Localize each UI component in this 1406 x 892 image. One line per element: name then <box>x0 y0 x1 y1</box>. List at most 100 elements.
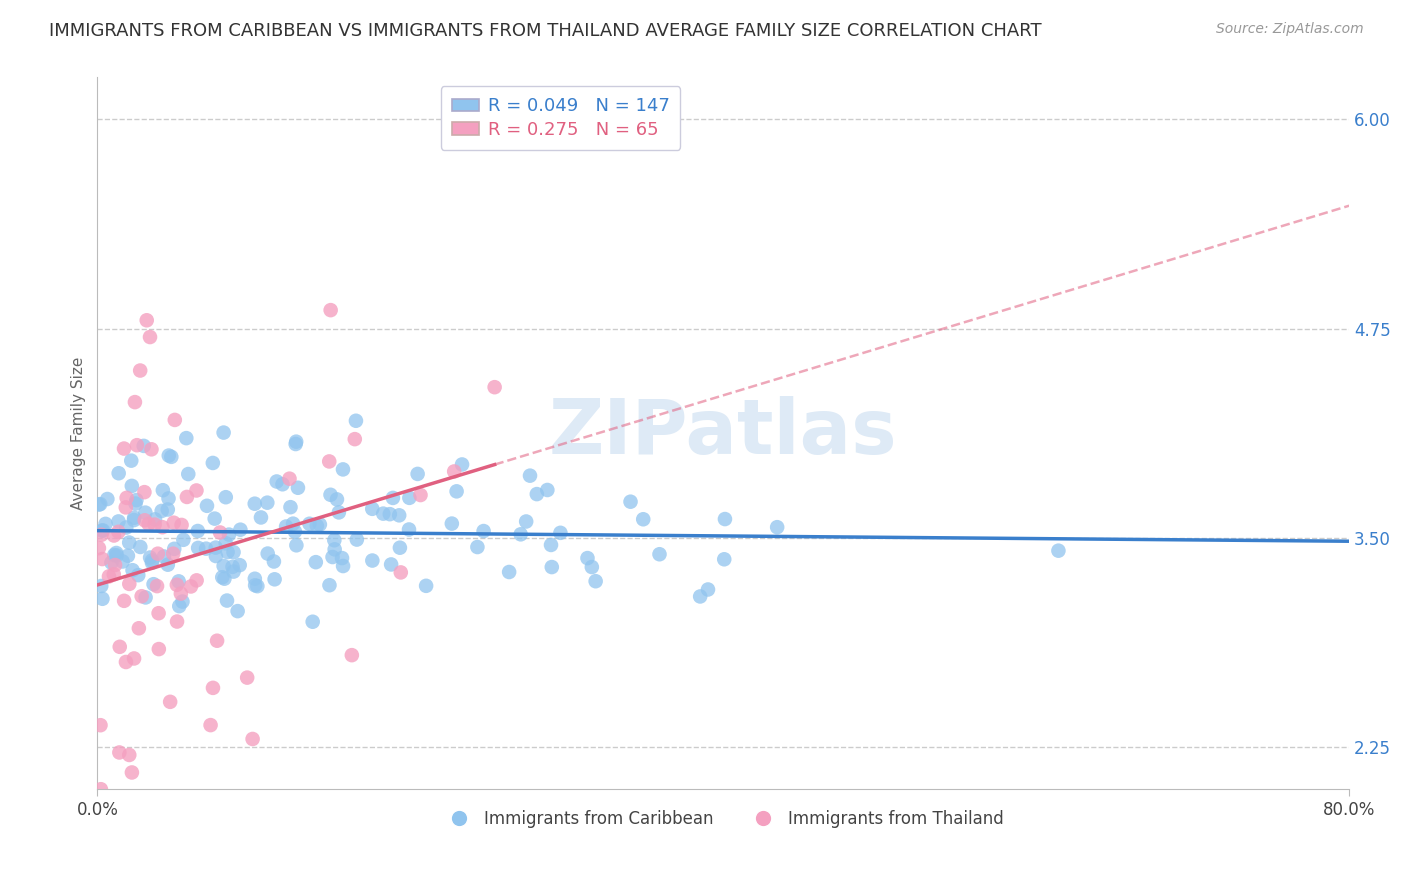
Point <box>214 572 236 586</box>
Point <box>326 492 349 507</box>
Point <box>446 484 468 499</box>
Point <box>200 718 222 732</box>
Point <box>218 527 240 541</box>
Point <box>141 553 163 567</box>
Y-axis label: Average Family Size: Average Family Size <box>72 357 86 510</box>
Point <box>266 475 288 489</box>
Point <box>122 513 145 527</box>
Point <box>243 497 266 511</box>
Point <box>519 468 541 483</box>
Point <box>281 516 304 531</box>
Point <box>631 512 654 526</box>
Point <box>103 567 125 582</box>
Point <box>152 483 174 498</box>
Point <box>318 578 340 592</box>
Point <box>146 547 169 561</box>
Point <box>406 467 429 481</box>
Point <box>212 558 235 573</box>
Point <box>415 579 437 593</box>
Point <box>134 485 156 500</box>
Point <box>242 731 264 746</box>
Point <box>388 508 411 523</box>
Point <box>129 540 152 554</box>
Point <box>127 568 149 582</box>
Point <box>115 655 138 669</box>
Point <box>141 556 163 570</box>
Point <box>91 524 114 538</box>
Point <box>111 554 134 568</box>
Point <box>330 551 353 566</box>
Point <box>195 541 218 556</box>
Point <box>87 498 110 512</box>
Point <box>125 438 148 452</box>
Point <box>150 504 173 518</box>
Point <box>96 491 118 506</box>
Point <box>104 558 127 572</box>
Point <box>274 519 297 533</box>
Point <box>139 330 162 344</box>
Point <box>90 579 112 593</box>
Point <box>204 541 226 555</box>
Point <box>176 490 198 504</box>
Point <box>163 413 186 427</box>
Point <box>201 681 224 695</box>
Point <box>714 512 737 526</box>
Point <box>91 591 114 606</box>
Point <box>340 648 363 662</box>
Point <box>114 500 136 515</box>
Point <box>540 560 562 574</box>
Point <box>138 516 160 531</box>
Point <box>170 517 193 532</box>
Point <box>285 434 308 449</box>
Point <box>201 456 224 470</box>
Point <box>236 671 259 685</box>
Point <box>509 527 531 541</box>
Point <box>128 621 150 635</box>
Point <box>118 577 141 591</box>
Point <box>215 536 238 550</box>
Point <box>343 432 366 446</box>
Point <box>689 590 711 604</box>
Point <box>284 437 307 451</box>
Point <box>166 615 188 629</box>
Text: IMMIGRANTS FROM CARIBBEAN VS IMMIGRANTS FROM THAILAND AVERAGE FAMILY SIZE CORREL: IMMIGRANTS FROM CARIBBEAN VS IMMIGRANTS … <box>49 22 1042 40</box>
Point <box>263 554 285 568</box>
Point <box>263 572 285 586</box>
Point <box>766 520 789 534</box>
Point <box>205 549 228 563</box>
Point <box>117 549 139 563</box>
Point <box>94 516 117 531</box>
Point <box>105 549 128 563</box>
Text: ZIPatlas: ZIPatlas <box>548 396 897 470</box>
Point <box>166 578 188 592</box>
Point <box>91 524 114 538</box>
Point <box>157 449 180 463</box>
Point <box>180 579 202 593</box>
Point <box>1047 543 1070 558</box>
Point <box>108 746 131 760</box>
Point <box>146 579 169 593</box>
Point <box>112 594 135 608</box>
Legend: Immigrants from Caribbean, Immigrants from Thailand: Immigrants from Caribbean, Immigrants fr… <box>436 803 1011 834</box>
Point <box>112 442 135 456</box>
Point <box>90 527 112 541</box>
Point <box>498 565 520 579</box>
Point <box>344 414 367 428</box>
Point <box>156 502 179 516</box>
Point <box>176 431 198 445</box>
Point <box>221 559 243 574</box>
Point <box>398 523 420 537</box>
Point <box>195 499 218 513</box>
Point <box>285 538 308 552</box>
Point <box>204 511 226 525</box>
Point <box>305 555 328 569</box>
Point <box>467 540 489 554</box>
Point <box>121 765 143 780</box>
Point <box>398 491 420 505</box>
Point <box>389 566 412 580</box>
Point <box>332 462 354 476</box>
Point <box>91 552 114 566</box>
Point <box>319 303 342 318</box>
Point <box>172 533 194 547</box>
Point <box>129 363 152 377</box>
